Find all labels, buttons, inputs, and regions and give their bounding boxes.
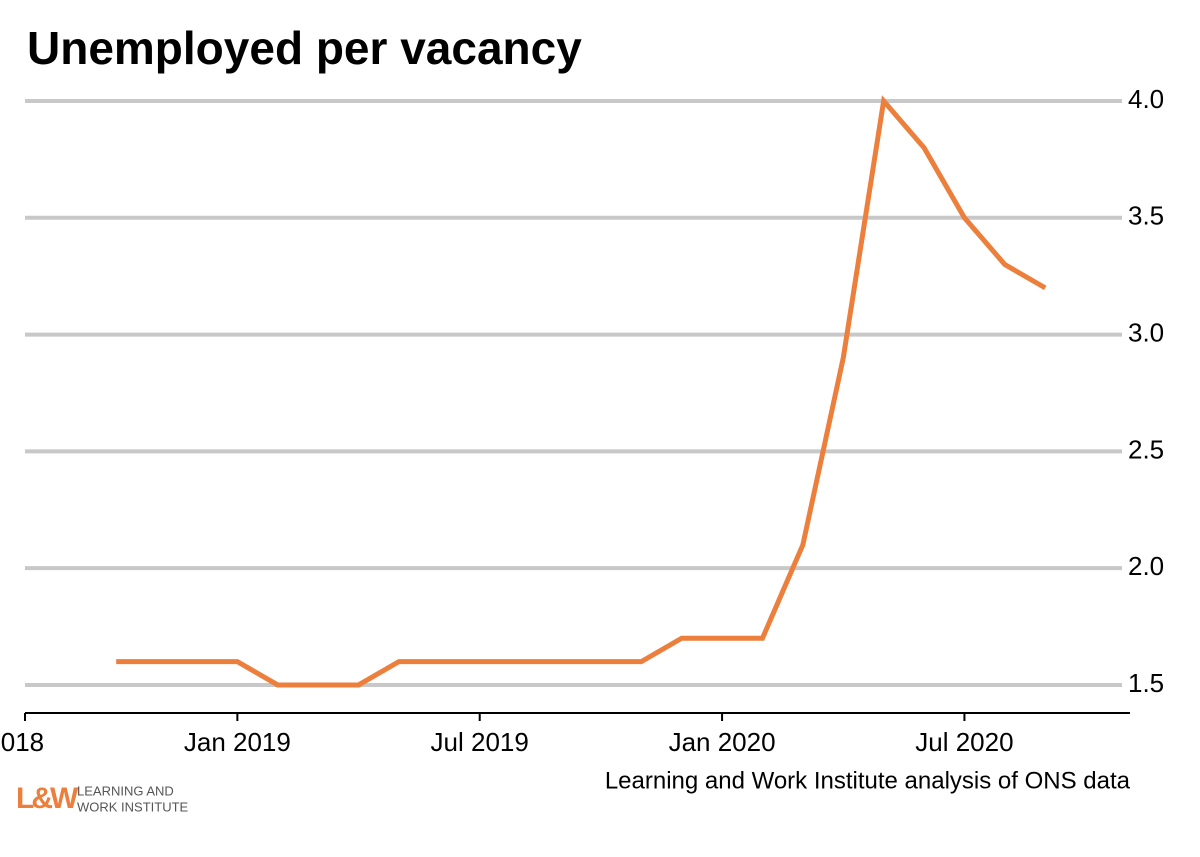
x-tick-label: Jan 2020 [669,727,776,757]
y-tick-label: 2.5 [1128,434,1164,464]
y-tick-label: 4.0 [1128,84,1164,114]
x-tick-label: Jan 2019 [184,727,291,757]
x-tick-label: Jul 2020 [915,727,1013,757]
y-tick-label: 3.0 [1128,317,1164,347]
y-tick-label: 2.0 [1128,551,1164,581]
source: Learning and Work Institute analysis of … [605,767,1131,794]
x-tick-label: Jul 2018 [0,727,44,757]
logo-text: WORK INSTITUTE [77,799,189,814]
x-tick-label: Jul 2019 [431,727,529,757]
data-line [116,95,1047,688]
y-tick-label: 1.5 [1128,668,1164,698]
chart-title: Unemployed per vacancy [27,22,582,74]
logo-text: LEARNING AND [77,783,174,798]
y-tick-label: 3.5 [1128,201,1164,231]
logo-mark: L&W [16,782,79,815]
